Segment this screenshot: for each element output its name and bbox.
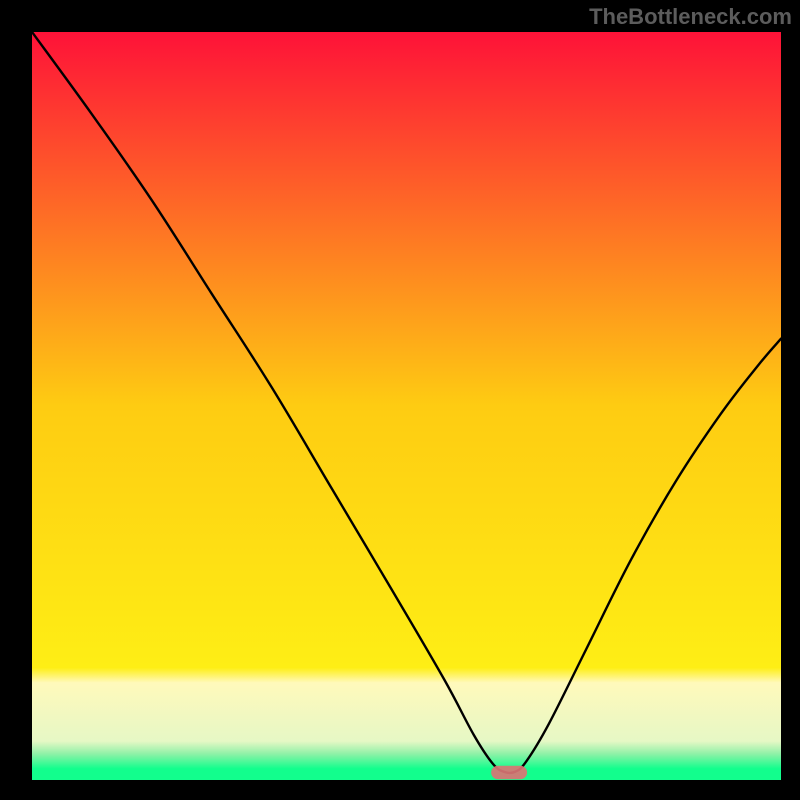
chart-container: TheBottleneck.com (0, 0, 800, 800)
gradient-background (32, 32, 781, 780)
chart-svg (32, 32, 781, 780)
optimal-marker (491, 766, 527, 779)
attribution-text: TheBottleneck.com (589, 4, 792, 30)
plot-area (32, 32, 781, 780)
